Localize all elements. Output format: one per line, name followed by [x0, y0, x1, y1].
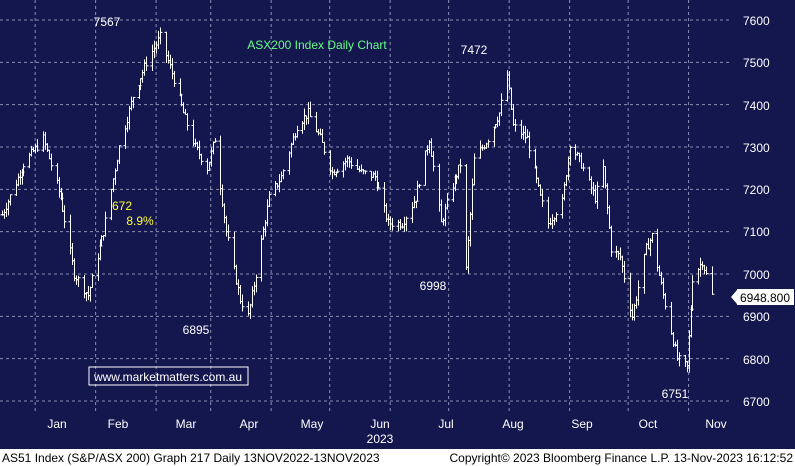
watermark-box — [88, 366, 249, 386]
ohlc-bar — [431, 151, 436, 172]
ohlc-bar — [581, 163, 586, 172]
ohlc-bar — [568, 145, 573, 166]
y-tick-label: 7300 — [743, 141, 770, 155]
ohlc-bar — [281, 169, 286, 180]
ohlc-bar — [540, 188, 545, 207]
ohlc-bar — [103, 211, 108, 237]
ohlc-bar — [62, 205, 67, 229]
ohlc-bar — [199, 153, 204, 166]
annotation-low-oct: 6751 — [662, 387, 689, 401]
last-value-label: 6948.800 — [740, 291, 790, 305]
ohlc-bar — [213, 138, 218, 143]
ohlc-bar — [513, 119, 518, 132]
ohlc-bar — [363, 170, 368, 175]
ohlc-bar — [76, 275, 81, 287]
ohlc-bar — [690, 275, 695, 311]
x-tick-label: Sep — [571, 417, 593, 431]
ohlc-bar — [185, 113, 190, 131]
ohlc-bar — [472, 153, 477, 186]
ohlc-bar — [704, 266, 709, 275]
y-tick-label: 7000 — [743, 268, 770, 282]
y-tick-label: 6900 — [743, 310, 770, 324]
ohlc-bar — [417, 184, 422, 189]
ohlc-bar — [609, 225, 614, 257]
annotation-high-feb: 7567 — [94, 15, 121, 29]
ohlc-bar — [445, 193, 450, 210]
ohlc-bar — [21, 163, 26, 177]
x-tick-label: Apr — [240, 417, 259, 431]
ohlc-bar — [254, 274, 259, 293]
y-tick-label: 6700 — [743, 395, 770, 409]
x-tick-label: Feb — [108, 417, 129, 431]
ohlc-bar — [8, 194, 13, 206]
y-tick-label: 6800 — [743, 353, 770, 367]
last-value-marker: 6948.800 — [731, 289, 794, 305]
x-tick-label: Oct — [639, 417, 658, 431]
footer-source: AS51 Index (S&P/ASX 200) Graph 217 Daily… — [2, 451, 380, 465]
last-value-pointer — [731, 290, 737, 304]
ohlc-bar — [710, 266, 715, 295]
ohlc-bar — [335, 168, 340, 174]
ohlc-bar — [295, 125, 300, 138]
ohlc-bar — [90, 273, 95, 288]
ohlc-bar — [404, 216, 409, 232]
price-axis: 6700 6800 6900 7000 7100 7200 7300 7400 … — [743, 14, 770, 409]
ohlc-bar — [35, 139, 40, 152]
ohlc-bar — [595, 181, 600, 209]
x-year-label: 2023 — [367, 432, 394, 446]
x-tick-label: May — [301, 417, 324, 431]
ohlc-bar — [144, 56, 149, 71]
ohlc-bar — [131, 96, 136, 109]
ohlc-bar — [663, 292, 668, 310]
ohlc-bar — [390, 217, 395, 231]
ohlc-bar — [226, 224, 231, 241]
ohlc-bar — [240, 294, 245, 312]
ohlc-bar — [49, 153, 54, 171]
grid-lines — [0, 0, 730, 412]
ohlc-bar — [650, 232, 655, 243]
watermark-text: www.marketmatters.com.au — [93, 370, 242, 384]
ohlc-bar — [636, 280, 641, 306]
footer-bar — [0, 449, 795, 466]
ohlc-bar — [554, 212, 559, 222]
annotation-drop-points: 672 — [112, 199, 132, 213]
ohlc-bar — [267, 191, 272, 207]
annotation-low-jul: 6998 — [420, 279, 447, 293]
x-tick-label: Aug — [502, 417, 523, 431]
footer-copyright: Copyright© 2023 Bloomberg Finance L.P. 1… — [449, 451, 793, 465]
chart-title: ASX200 Index Daily Chart — [247, 38, 387, 52]
x-tick-label: Jan — [47, 417, 66, 431]
x-tick-label: Jul — [438, 417, 453, 431]
x-tick-label: Mar — [176, 417, 197, 431]
annotation-low-mar: 6895 — [183, 323, 210, 337]
x-tick-label: Nov — [705, 417, 726, 431]
last-value-box — [737, 289, 794, 305]
ohlc-bar — [172, 70, 177, 87]
ohlc-bar — [486, 139, 491, 148]
y-tick-label: 7600 — [743, 14, 770, 28]
annotation-drop-pct: 8.9% — [126, 214, 154, 228]
ohlc-bar — [622, 261, 627, 283]
ohlc-bar — [349, 157, 354, 169]
ohlc-bar — [158, 27, 163, 45]
month-axis: Jan Feb Mar Apr May Jun Jul Aug Sep Oct … — [47, 417, 726, 446]
y-tick-label: 7200 — [743, 183, 770, 197]
x-tick-label: Jun — [370, 417, 389, 431]
y-tick-label: 7100 — [743, 225, 770, 239]
ohlc-bar — [117, 145, 122, 164]
y-tick-label: 7500 — [743, 56, 770, 70]
ohlc-bar — [376, 182, 381, 189]
annotation-high-jul: 7472 — [461, 43, 488, 57]
plot-background — [0, 0, 795, 449]
ohlc-bar — [458, 158, 463, 174]
ohlc-bar — [322, 141, 327, 155]
ohlc-bar — [677, 352, 682, 367]
price-bars — [0, 27, 715, 373]
ohlc-bar — [308, 101, 313, 118]
ohlc-bar — [499, 93, 504, 117]
ohlc-bar — [527, 131, 532, 159]
y-tick-label: 7400 — [743, 99, 770, 113]
